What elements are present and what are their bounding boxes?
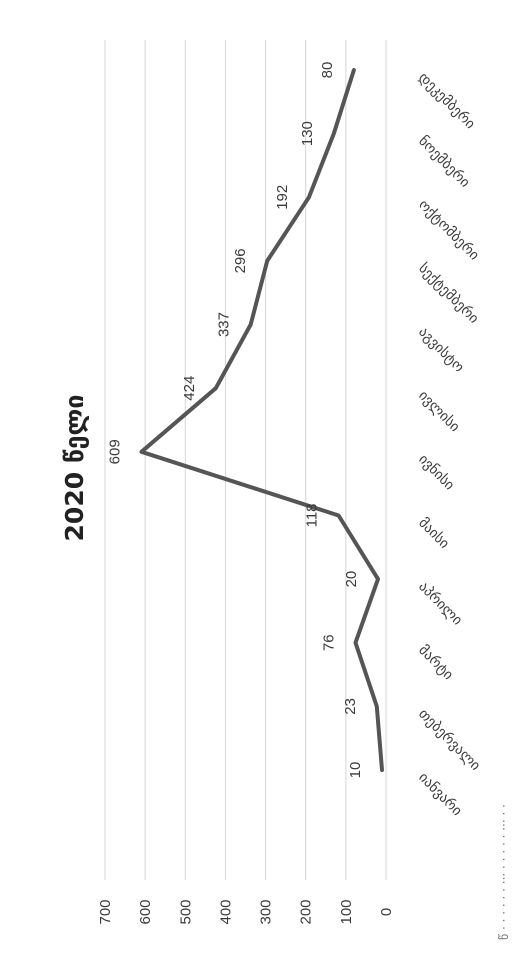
y-tick-label: 600 xyxy=(137,899,154,924)
data-label: 337 xyxy=(216,312,233,337)
top-text: წ · · · · · · ··· · · · · · ··· · · xyxy=(497,804,511,940)
category-label: ნოემბერი xyxy=(415,132,473,190)
category-label: ოქტომბერი xyxy=(415,196,482,263)
category-label: დეკემბერი xyxy=(415,69,479,133)
data-label: 20 xyxy=(343,571,360,588)
data-label: 23 xyxy=(342,698,359,715)
category-label: ივლისი xyxy=(415,388,462,435)
data-label: 424 xyxy=(181,376,198,401)
data-label: 130 xyxy=(299,121,316,146)
category-label: იანვარი xyxy=(415,769,465,819)
data-label: 192 xyxy=(274,185,291,210)
chart-title: 2020 წელი xyxy=(60,395,89,542)
category-label: ივნისი xyxy=(415,451,457,493)
data-label: 80 xyxy=(319,62,336,79)
category-label: მარტი xyxy=(415,642,457,684)
y-tick-label: 200 xyxy=(298,899,315,924)
data-label: 10 xyxy=(347,762,364,779)
category-label: აპრილი xyxy=(415,578,466,629)
y-tick-label: 0 xyxy=(378,908,395,916)
y-tick-label: 400 xyxy=(217,899,234,924)
y-tick-label: 500 xyxy=(177,899,194,924)
y-tick-label: 700 xyxy=(97,899,114,924)
gridlines xyxy=(104,40,387,880)
data-label: 609 xyxy=(107,439,124,464)
data-label: 118 xyxy=(304,503,321,527)
category-label: აგვისტო xyxy=(415,324,467,376)
y-axis-ticks: 0 100 200 300 400 500 600 700 xyxy=(97,899,395,924)
y-tick-label: 100 xyxy=(338,899,355,924)
data-label: 76 xyxy=(320,634,337,651)
category-label: სექტემბერი xyxy=(415,260,482,327)
data-labels: 10 23 76 20 118 609 424 337 296 192 130 80 xyxy=(107,62,364,779)
category-label: მაისი xyxy=(415,515,452,552)
series-line xyxy=(139,68,384,772)
y-tick-label: 300 xyxy=(258,899,275,924)
category-label: თებერვალი xyxy=(415,705,484,774)
data-label: 296 xyxy=(232,248,249,273)
